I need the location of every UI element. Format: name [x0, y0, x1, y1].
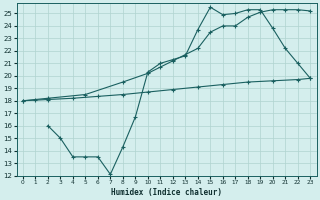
X-axis label: Humidex (Indice chaleur): Humidex (Indice chaleur): [111, 188, 222, 197]
